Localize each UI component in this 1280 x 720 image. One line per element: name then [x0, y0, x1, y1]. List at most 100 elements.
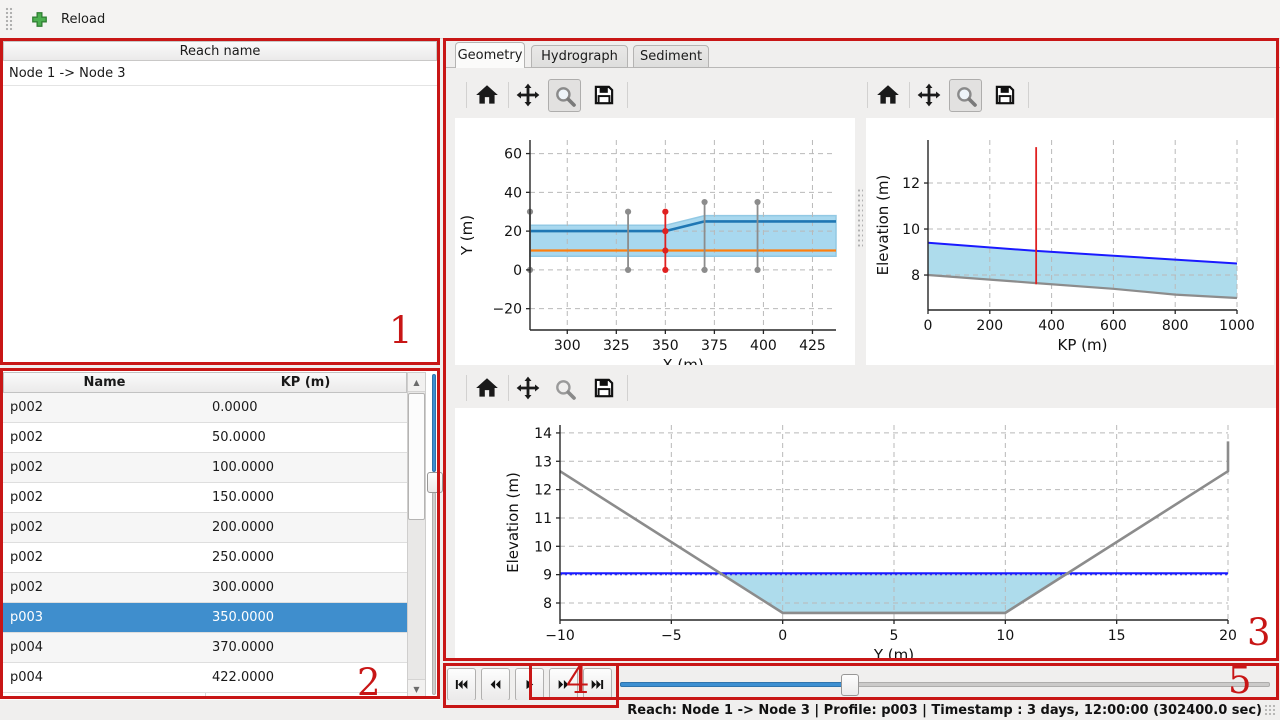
profile-table-body: p002 0.0000 p002 50.0000 p002 100.0000 p002 150… — [3, 393, 407, 697]
table-row[interactable]: p002 200.0000 — [3, 513, 407, 543]
profile-position-slider[interactable] — [427, 372, 443, 699]
cell-kp: 250.0000 — [212, 550, 275, 565]
zoom-icon[interactable] — [548, 372, 581, 405]
svg-text:400: 400 — [1038, 318, 1065, 334]
svg-text:8: 8 — [543, 596, 552, 612]
svg-text:40: 40 — [504, 185, 522, 201]
table-row[interactable]: p002 0.0000 — [3, 393, 407, 423]
cell-name: p002 — [10, 520, 44, 535]
slider-handle[interactable] — [427, 472, 443, 493]
step-backward-button[interactable] — [481, 668, 510, 701]
time-slider-handle[interactable] — [841, 674, 859, 696]
step-forward-button[interactable] — [549, 668, 578, 701]
slider-empty-track — [432, 492, 436, 695]
cell-kp: 300.0000 — [212, 580, 275, 595]
svg-text:200: 200 — [976, 318, 1003, 334]
save-icon[interactable] — [591, 82, 617, 108]
table-row[interactable]: p002 50.0000 — [3, 423, 407, 453]
plot-region: Geometry Hydrograph Sediment — [443, 38, 1280, 663]
cell-kp: 100.0000 — [212, 460, 275, 475]
column-header-kp[interactable]: KP (m) — [205, 372, 407, 393]
svg-text:20: 20 — [504, 224, 522, 240]
reach-row[interactable]: Node 1 -> Node 3 — [3, 61, 437, 86]
svg-text:0: 0 — [924, 318, 933, 334]
pan-icon[interactable] — [515, 375, 541, 401]
svg-text:5: 5 — [890, 628, 899, 644]
pan-icon[interactable] — [916, 82, 942, 108]
svg-text:Y (m): Y (m) — [458, 215, 476, 256]
table-row[interactable]: p002 150.0000 — [3, 483, 407, 513]
home-icon[interactable] — [875, 82, 901, 108]
longitudinal-profile-plot[interactable]: 0 200 400 600 800 1000 8 10 12 KP (m) Elevation (m… — [866, 118, 1274, 365]
svg-text:600: 600 — [1100, 318, 1127, 334]
toolbar-separator — [466, 375, 467, 401]
svg-text:−20: −20 — [492, 302, 522, 318]
annotation-label-5: 5 — [1228, 659, 1252, 702]
slider-filled-track — [432, 374, 436, 472]
home-icon[interactable] — [474, 82, 500, 108]
toolbar-separator — [627, 375, 628, 401]
fast-forward-icon — [558, 680, 569, 689]
profile-table-panel: Name KP (m) p002 0.0000 p002 50.0000 p002 100… — [0, 368, 443, 700]
table-row[interactable]: p003 350.0000 — [3, 603, 407, 633]
status-text: Reach: Node 1 -> Node 3 | Profile: p003 … — [627, 702, 1262, 718]
svg-text:60: 60 — [504, 147, 522, 163]
toolbar-separator — [466, 82, 467, 108]
svg-text:9: 9 — [543, 568, 552, 584]
scrollbar-thumb[interactable] — [408, 393, 425, 520]
table-row[interactable]: p002 300.0000 — [3, 573, 407, 603]
svg-text:KP (m): KP (m) — [1058, 336, 1108, 354]
save-icon[interactable] — [591, 375, 617, 401]
table-row[interactable]: p002 100.0000 — [3, 453, 407, 483]
svg-text:800: 800 — [1162, 318, 1189, 334]
window-resize-grip[interactable] — [1264, 704, 1277, 717]
table-row[interactable]: p004 422.0000 — [3, 663, 407, 693]
svg-text:10: 10 — [996, 628, 1014, 644]
table-row[interactable]: p002 250.0000 — [3, 543, 407, 573]
cell-name: p002 — [10, 400, 44, 415]
save-icon[interactable] — [992, 82, 1018, 108]
cell-name: p002 — [10, 460, 44, 475]
svg-text:Y (m): Y (m) — [873, 646, 914, 660]
play-button[interactable] — [515, 668, 544, 701]
svg-text:12: 12 — [534, 483, 552, 499]
cell-name: p003 — [10, 610, 44, 625]
svg-text:425: 425 — [799, 338, 826, 354]
svg-text:8: 8 — [911, 268, 920, 284]
toolbar-separator — [1028, 82, 1029, 108]
svg-text:Elevation (m): Elevation (m) — [874, 175, 892, 276]
splitter-handle[interactable] — [857, 188, 863, 248]
cell-name: p002 — [10, 580, 44, 595]
cell-kp: 150.0000 — [212, 490, 275, 505]
svg-text:15: 15 — [1108, 628, 1126, 644]
add-plus-icon — [32, 11, 47, 27]
tab-hydrograph[interactable]: Hydrograph — [531, 45, 628, 68]
svg-text:10: 10 — [534, 539, 552, 555]
tabbar-baseline — [443, 67, 1280, 68]
home-icon[interactable] — [474, 375, 500, 401]
pan-icon[interactable] — [515, 82, 541, 108]
svg-text:13: 13 — [534, 454, 552, 470]
reload-button[interactable]: Reload — [18, 3, 117, 35]
time-slider-filled-track — [620, 682, 849, 687]
svg-text:20: 20 — [1219, 628, 1237, 644]
table-row[interactable]: p004 370.0000 — [3, 633, 407, 663]
skip-to-start-button[interactable] — [447, 668, 476, 701]
scroll-down-arrow-icon[interactable]: ▼ — [408, 679, 425, 698]
column-header-name[interactable]: Name — [3, 372, 206, 393]
tab-geometry[interactable]: Geometry — [455, 42, 525, 68]
zoom-icon[interactable] — [548, 79, 581, 112]
cell-kp: 200.0000 — [212, 520, 275, 535]
plan-view-plot[interactable]: 300 325 350 375 400 425 −20 0 20 40 60 X (m) Y (m) — [455, 118, 855, 365]
zoom-icon[interactable] — [949, 79, 982, 112]
svg-text:350: 350 — [652, 338, 679, 354]
skip-to-end-button[interactable] — [583, 668, 612, 701]
cell-kp: 370.0000 — [212, 640, 275, 655]
cross-section-plot[interactable]: −10 −5 0 5 10 15 20 8 9 10 11 12 13 14 Y (m) Elevation … — [455, 408, 1278, 660]
tab-sediment[interactable]: Sediment — [633, 45, 709, 68]
toolbar-drag-handle[interactable] — [5, 7, 14, 31]
cell-name: p002 — [10, 430, 44, 445]
scroll-up-arrow-icon[interactable]: ▲ — [408, 373, 425, 392]
table-scrollbar[interactable]: ▲ ▼ — [407, 372, 426, 699]
